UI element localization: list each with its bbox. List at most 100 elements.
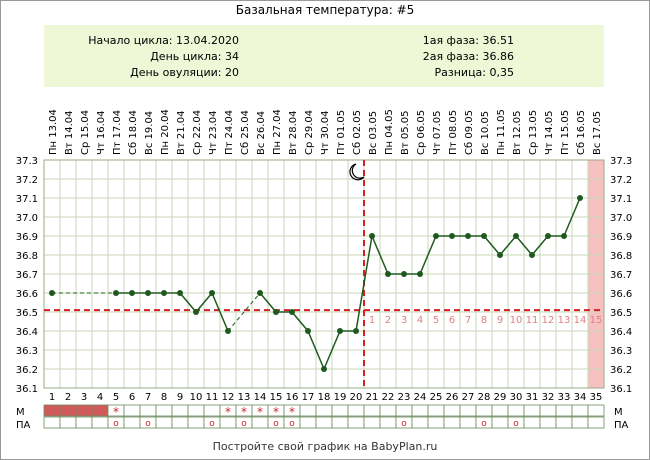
cycle-info-panel: Начало цикла: 13.04.2020 День цикла: 34 … [44,25,604,87]
day-number-label: 21 [366,392,379,403]
pa-mark: o [209,419,215,429]
day-number-label: 32 [542,392,555,403]
date-label: Пт 01.05 [336,110,347,155]
m-cell [155,404,173,417]
series-line [179,292,197,313]
m-mark: * [241,405,247,419]
pa-cell [363,416,381,429]
phase-day-number: 8 [481,315,487,326]
pa-cell [331,416,349,429]
cycle-start-text: Начало цикла: 13.04.2020 [88,34,239,47]
temperature-point [145,290,151,296]
date-label: Пт 24.04 [224,110,235,155]
y-tick-label-left: 37.1 [16,194,38,205]
day-number-label: 9 [177,392,183,403]
date-label: Сб 16.05 [576,110,587,155]
date-label: Вт 05.05 [400,111,411,156]
day-number-labels-layer: 1 2 3 4 5 6 7 8 9 10 11 12 13 14 15 16 17 18 19 20 21 22 23 24 2… [49,392,603,403]
pa-cell [155,416,173,429]
chart-title: Базальная температура: #5 [235,3,415,17]
temperature-point [561,233,567,239]
pa-cell [459,416,477,429]
temperature-point [209,290,215,296]
date-label: Вт 28.04 [288,111,299,156]
pa-cell [443,416,461,429]
date-label: Ср 15.04 [80,110,91,155]
phase-day-number: 11 [526,315,539,326]
temperature-point [257,290,263,296]
day-number-label: 20 [350,392,363,403]
m-cell [363,404,381,417]
day-number-label: 28 [478,392,491,403]
pa-mark: o [145,419,151,429]
temperature-point [305,328,311,334]
date-label: Пн 11.05 [496,109,507,155]
pa-mark: o [273,419,279,429]
m-cell [203,404,221,417]
m-cell [315,404,333,417]
phase-day-number: 5 [433,315,439,326]
y-tick-label-left: 36.5 [16,308,38,319]
m-cell [347,404,365,417]
m-mark: * [273,405,279,419]
pa-row-label-left: ПА [16,420,31,431]
pa-mark: o [241,419,247,429]
day-number-label: 31 [526,392,539,403]
temperature-point [225,328,231,334]
series-line [211,292,229,332]
temperature-point [449,233,455,239]
date-label: Пн 20.04 [160,109,171,155]
m-mark: * [289,405,295,419]
footer-link-text[interactable]: Постройте свой график на BabyPlan.ru [212,440,438,453]
pa-mark: o [289,419,295,429]
date-label: Чт 07.05 [432,111,443,156]
pa-cell [427,416,445,429]
temperature-point [161,290,167,296]
phase-day-number: 10 [510,315,523,326]
phase-day-number: 3 [401,315,407,326]
date-label: Пн 04.05 [384,109,395,155]
y-tick-label-left: 37.0 [16,213,38,224]
m-row-label-right: М [614,407,623,418]
date-label: Чт 30.04 [320,111,331,156]
y-tick-label-right: 36.6 [610,289,632,300]
date-label: Ср 13.05 [528,110,539,155]
day-number-label: 4 [97,392,103,403]
pa-cell [43,416,61,429]
series-line [515,235,533,256]
pa-cell [347,416,365,429]
pa-cell [523,416,541,429]
m-mark: * [225,405,231,419]
day-number-label: 22 [382,392,395,403]
m-cell [443,404,461,417]
temperature-series-layer [49,195,583,372]
y-tick-label-right: 36.5 [610,308,632,319]
m-cell [379,404,397,417]
phase-day-number: 1 [369,315,375,326]
m-cell [171,404,189,417]
day-number-label: 29 [494,392,507,403]
coverline-layer [44,160,604,388]
day-number-label: 26 [446,392,459,403]
temperature-point [113,290,119,296]
m-cell [555,404,573,417]
m-cell [491,404,509,417]
temperature-point [177,290,183,296]
day-number-label: 8 [161,392,167,403]
m-cell [187,404,205,417]
series-line [323,330,341,370]
m-cell [299,404,317,417]
m-row-label-left: М [16,407,25,418]
date-label: Вс 17.05 [592,111,603,155]
m-mark: * [257,405,263,419]
date-label: Вс 03.05 [368,111,379,155]
date-labels-layer: Пн 13.04 Вт 14.04 Ср 15.04 Чт 16.04 Пт 17.04… [48,109,603,155]
series-line [483,235,501,256]
phase-day-number: 6 [449,315,455,326]
temperature-point [273,309,279,315]
m-cell [475,404,493,417]
pa-mark: o [401,419,407,429]
y-tick-label-right: 36.9 [610,232,632,243]
m-mark: * [113,405,119,419]
y-tick-label-right: 36.1 [610,384,632,395]
